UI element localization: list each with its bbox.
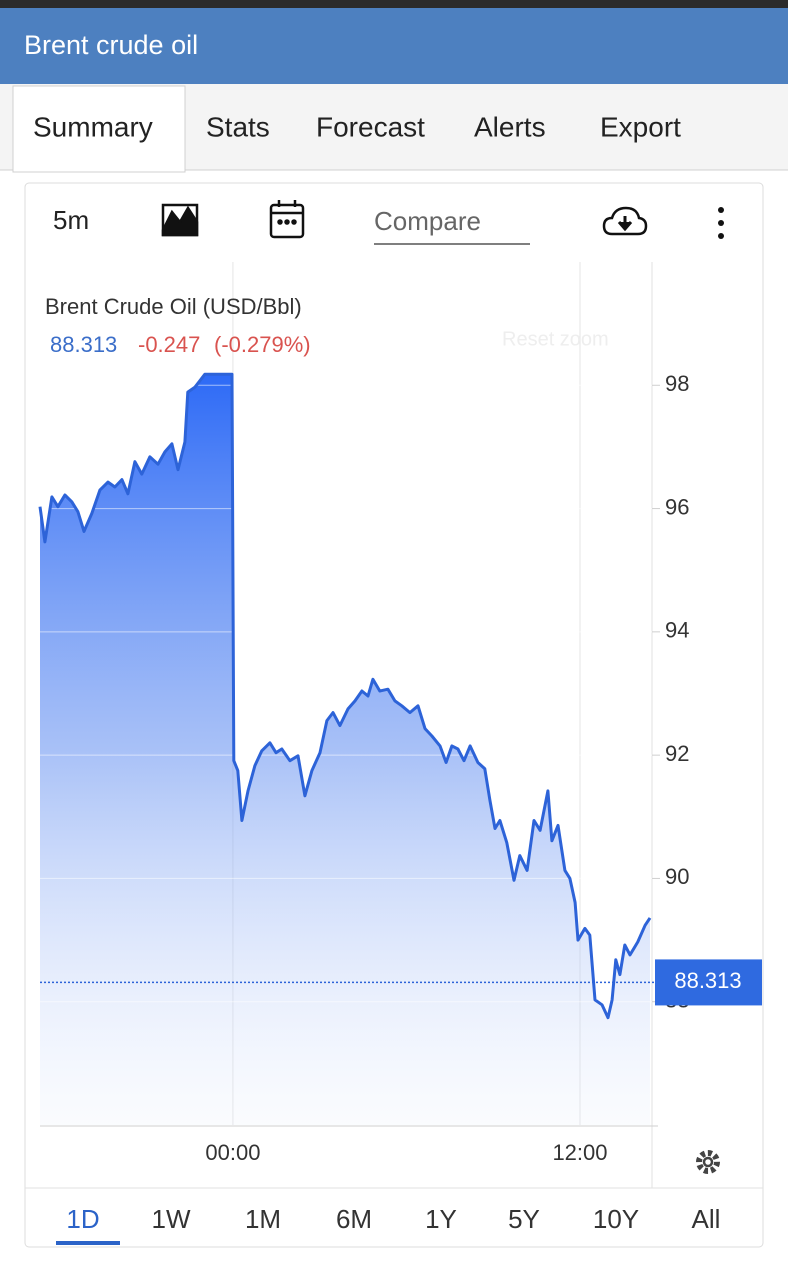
last-price-tag bbox=[655, 959, 762, 1006]
y-tick-label: 94 bbox=[665, 618, 689, 643]
x-tick-label: 12:00 bbox=[552, 1140, 607, 1165]
header-title: Brent crude oil bbox=[24, 30, 198, 60]
last-price-tag-label: 88.313 bbox=[674, 968, 741, 993]
range-button[interactable]: 5Y bbox=[508, 1204, 540, 1234]
y-tick-label: 92 bbox=[665, 741, 689, 766]
calendar-icon[interactable] bbox=[269, 200, 305, 239]
range-button[interactable]: 1Y bbox=[425, 1204, 457, 1234]
download-icon[interactable] bbox=[602, 206, 648, 236]
range-button[interactable]: 1D bbox=[66, 1204, 99, 1234]
interval-selector[interactable]: 5m bbox=[53, 205, 89, 235]
x-tick-label: 00:00 bbox=[205, 1140, 260, 1165]
last-price: 88.313 bbox=[50, 332, 117, 357]
tab[interactable]: Alerts bbox=[474, 111, 546, 142]
tab[interactable]: Forecast bbox=[316, 111, 425, 142]
tab[interactable]: Export bbox=[600, 111, 681, 142]
tab[interactable]: Summary bbox=[33, 111, 153, 142]
range-button[interactable]: 1W bbox=[152, 1204, 191, 1234]
compare-input[interactable]: Compare bbox=[374, 206, 481, 236]
y-tick-label: 98 bbox=[665, 371, 689, 396]
active-tab[interactable] bbox=[12, 85, 186, 173]
range-button[interactable]: 6M bbox=[336, 1204, 372, 1234]
tab[interactable]: Stats bbox=[206, 111, 270, 142]
more-menu[interactable] bbox=[718, 207, 724, 239]
price-change: -0.247 bbox=[138, 332, 200, 357]
range-active-indicator bbox=[56, 1241, 120, 1245]
price-line bbox=[38, 372, 652, 1020]
y-tick-label: 90 bbox=[665, 864, 689, 889]
status-bar bbox=[0, 0, 788, 8]
series-title: Brent Crude Oil (USD/Bbl) bbox=[45, 294, 302, 319]
reset-zoom[interactable]: Reset zoom bbox=[502, 328, 609, 350]
range-button[interactable]: All bbox=[692, 1204, 721, 1234]
range-button[interactable]: 10Y bbox=[593, 1204, 639, 1234]
y-tick-label: 96 bbox=[665, 494, 689, 519]
settings-icon[interactable] bbox=[696, 1150, 720, 1174]
area-fill bbox=[40, 374, 650, 1125]
app-header bbox=[0, 8, 788, 84]
chart-type-icon[interactable] bbox=[161, 203, 199, 237]
range-button[interactable]: 1M bbox=[245, 1204, 281, 1234]
price-change-percent: (-0.279%) bbox=[214, 332, 311, 357]
